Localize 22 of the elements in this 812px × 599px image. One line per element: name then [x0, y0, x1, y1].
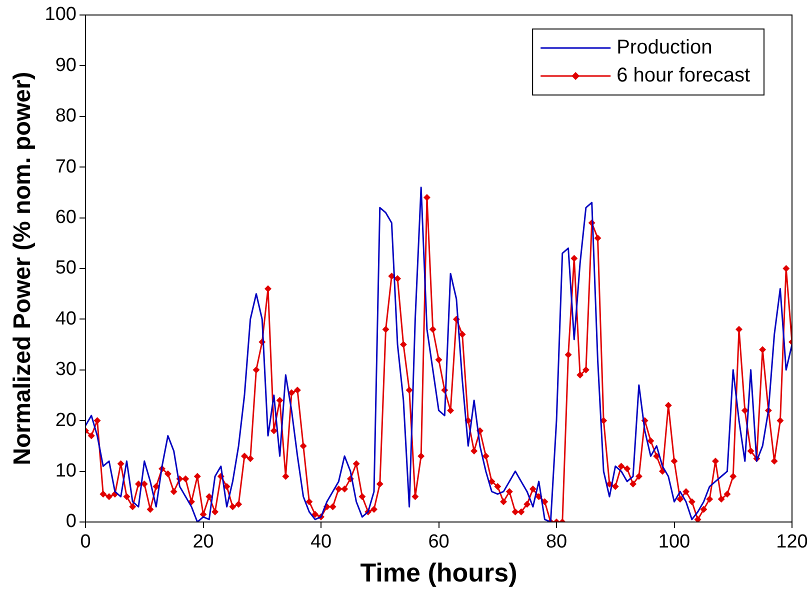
x-tick-label: 40 [310, 532, 332, 553]
legend-label: Production [616, 36, 712, 59]
y-tick-label: 60 [55, 207, 76, 228]
x-tick-label: 60 [428, 532, 450, 553]
y-tick-label: 90 [55, 54, 76, 76]
legend-label: 6 hour forecast [616, 64, 750, 87]
y-tick-label: 80 [55, 106, 76, 127]
x-tick-label: 0 [80, 532, 91, 553]
y-tick-label: 20 [55, 410, 76, 431]
x-tick-label: 100 [658, 532, 690, 553]
y-axis-title: Normalized Power (% nom. power) [9, 72, 36, 466]
y-tick-label: 30 [55, 359, 76, 380]
y-tick-label: 0 [66, 511, 76, 532]
x-tick-label: 80 [546, 532, 568, 553]
y-tick-label: 50 [55, 258, 76, 279]
y-tick-label: 10 [55, 460, 76, 482]
y-tick-label: 70 [55, 156, 76, 178]
x-axis-title: Time (hours) [360, 558, 518, 588]
x-tick-label: 120 [776, 532, 808, 553]
y-tick-label: 100 [44, 4, 76, 26]
y-tick-label: 40 [55, 308, 76, 330]
x-tick-label: 20 [192, 532, 214, 553]
